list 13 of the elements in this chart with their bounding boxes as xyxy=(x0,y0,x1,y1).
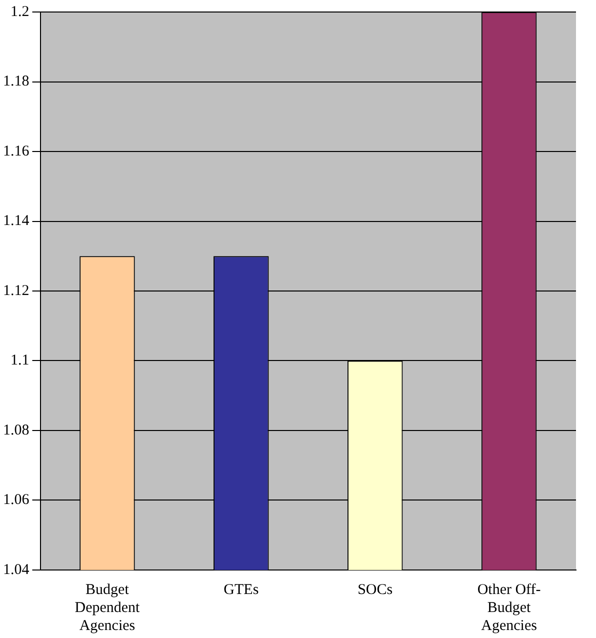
x-tick-label: Budget Dependent Agencies xyxy=(74,582,141,634)
y-tick-label: 1.08 xyxy=(3,422,30,438)
y-tick-label: 1.2 xyxy=(10,4,30,20)
y-tick-label: 1.04 xyxy=(3,562,30,578)
y-tick-label: 1.14 xyxy=(3,213,30,230)
y-tick-label: 1.16 xyxy=(3,143,30,160)
y-tick-label: 1.12 xyxy=(3,282,30,299)
y-tick-label: 1.06 xyxy=(3,492,30,508)
y-tick-label: 1.1 xyxy=(10,352,30,369)
x-tick-label: Other Off-Budget Agencies xyxy=(477,582,541,634)
y-tick-label: 1.18 xyxy=(3,74,30,90)
x-tick-label: GTEs xyxy=(224,582,259,598)
x-tick-label: SOCs xyxy=(358,582,393,598)
